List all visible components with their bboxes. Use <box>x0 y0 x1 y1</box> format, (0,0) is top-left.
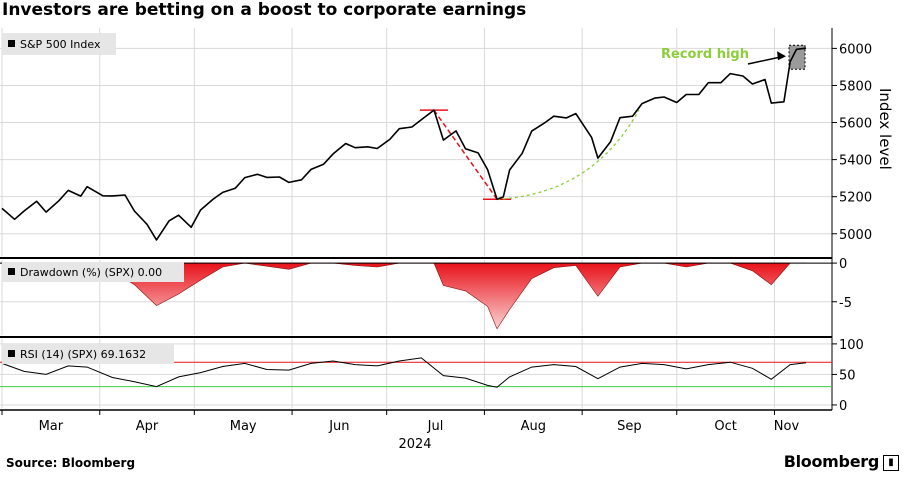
x-tick-label: Jun <box>328 419 349 434</box>
source-note: Source: Bloomberg <box>6 456 136 470</box>
drawdown-y-ticks: 0 -5 <box>832 257 852 311</box>
legend-swatch <box>8 350 15 357</box>
rsi-y-tick-label: 0 <box>839 399 847 414</box>
brand-logo: Bloomberg <box>783 452 880 471</box>
bloomberg-terminal-icon: ▮ <box>883 455 899 471</box>
dd-y-tick-label: -5 <box>839 296 852 311</box>
record-high-box <box>788 44 806 70</box>
rsi-y-ticks: 0 50 100 <box>832 338 864 414</box>
rsi-y-tick-label: 50 <box>839 368 856 383</box>
x-tick-label: Sep <box>617 419 642 434</box>
rsi-series <box>1 357 807 388</box>
rsi-line <box>1 357 807 388</box>
rsi-y-tick-label: 100 <box>839 338 864 353</box>
record-high-arrowhead <box>777 51 786 61</box>
main-y-tick-label: 5600 <box>839 117 872 132</box>
main-y-tick-label: 6000 <box>839 42 872 57</box>
rsi-panel-grid <box>0 339 832 408</box>
legend-swatch <box>8 268 15 275</box>
x-axis-ticks: Mar Apr May Jun Jul Aug Sep Oct Nov <box>1 410 800 434</box>
legend-swatch <box>8 40 15 47</box>
legend-rsi-label: RSI (14) (SPX) 69.1632 <box>20 348 146 361</box>
main-panel-grid <box>0 28 832 256</box>
legend-rsi: RSI (14) (SPX) 69.1632 <box>2 344 174 364</box>
legend-sp500: S&P 500 Index <box>2 33 116 55</box>
x-tick-label: May <box>230 419 257 434</box>
x-tick-label: Mar <box>39 419 64 434</box>
main-y-tick-label: 5200 <box>839 191 872 206</box>
drawdown-dashed-line <box>433 109 498 200</box>
y-axis-label: Index level <box>876 88 894 170</box>
main-y-tick-label: 5000 <box>839 228 872 243</box>
sp500-series <box>1 47 807 241</box>
chart-title: Investors are betting on a boost to corp… <box>2 0 527 20</box>
x-tick-label: Aug <box>521 419 546 434</box>
legend-sp500-label: S&P 500 Index <box>20 38 101 51</box>
dd-y-tick-label: 0 <box>839 257 847 272</box>
sp500-line <box>1 47 807 241</box>
legend-drawdown-label: Drawdown (%) (SPX) 0.00 <box>20 266 162 279</box>
main-y-tick-label: 5800 <box>839 79 872 94</box>
record-high-annotation: Record high <box>661 47 749 62</box>
x-axis-year: 2024 <box>398 437 431 452</box>
x-tick-label: Apr <box>136 419 159 434</box>
x-tick-label: Jul <box>427 419 444 434</box>
main-y-ticks: 5000 5200 5400 5600 5800 6000 <box>832 42 872 243</box>
legend-drawdown: Drawdown (%) (SPX) 0.00 <box>2 262 184 282</box>
main-y-tick-label: 5400 <box>839 154 872 169</box>
x-tick-label: Oct <box>714 419 736 434</box>
x-tick-label: Nov <box>774 419 800 434</box>
